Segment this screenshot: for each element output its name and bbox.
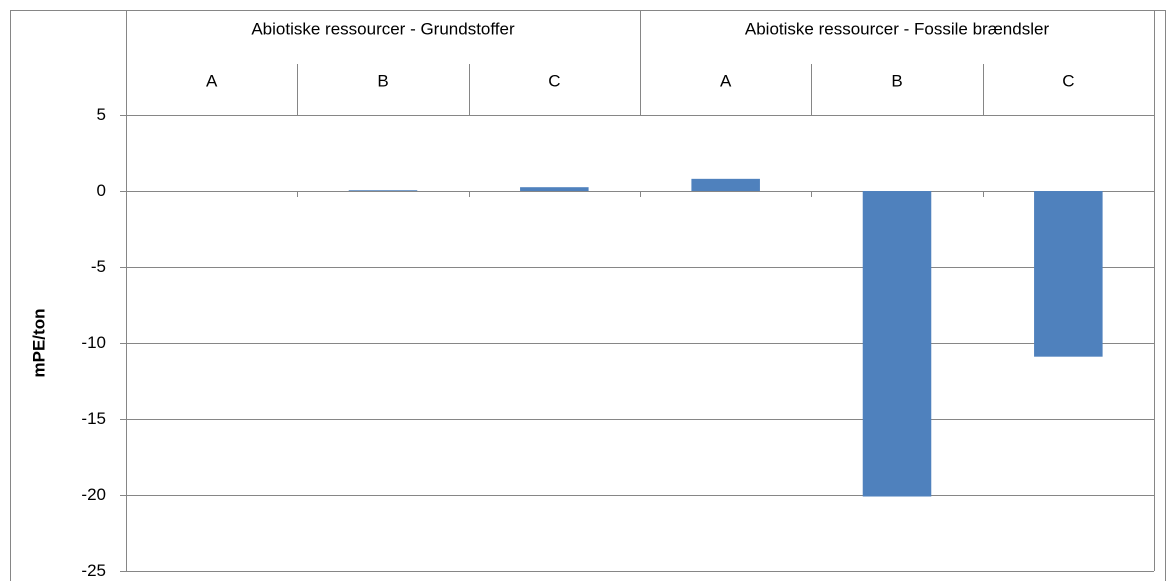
- y-tick-label: -15: [81, 409, 106, 428]
- y-tick-label: -10: [81, 333, 106, 352]
- group-label: Abiotiske ressourcer - Grundstoffer: [251, 19, 515, 38]
- y-tick-label: -25: [81, 561, 106, 580]
- y-axis-label: mPE/ton: [29, 309, 48, 378]
- bar: [691, 178, 760, 191]
- x-tick-label: C: [548, 71, 560, 90]
- x-tick-label: A: [206, 71, 218, 90]
- group-label: Abiotiske ressourcer - Fossile brændsler: [745, 19, 1050, 38]
- y-tick-label: 0: [97, 181, 106, 200]
- bar: [520, 187, 589, 191]
- bar: [862, 191, 932, 497]
- bar: [348, 190, 418, 191]
- y-tick-label: -5: [91, 257, 106, 276]
- y-tick-label: 5: [97, 105, 106, 124]
- x-tick-label: A: [720, 71, 732, 90]
- y-tick-label: -20: [81, 485, 106, 504]
- x-tick-label: B: [377, 71, 388, 90]
- x-tick-label: C: [1062, 71, 1074, 90]
- bar: [1034, 191, 1103, 357]
- x-tick-label: B: [891, 71, 902, 90]
